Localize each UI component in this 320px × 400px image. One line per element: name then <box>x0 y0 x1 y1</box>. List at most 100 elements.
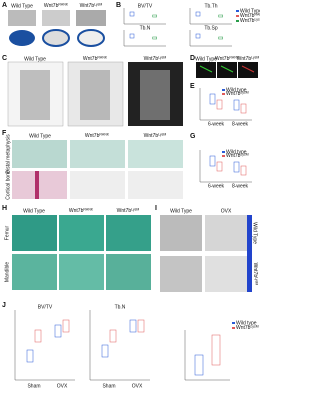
x-tick-label: 8-week <box>232 183 249 189</box>
axis <box>14 310 75 381</box>
row-label: Wnt7bLysM <box>252 263 259 286</box>
panel-letter: I <box>155 205 157 212</box>
box <box>152 14 157 18</box>
box <box>218 14 223 18</box>
panel-letter: B <box>116 2 121 9</box>
plot-title: BV/TV <box>138 3 153 9</box>
column-label: Wild Type <box>11 3 33 9</box>
box <box>209 155 216 167</box>
label-sup: LysM <box>131 207 139 211</box>
legend-label: Wild Type <box>240 8 260 14</box>
box <box>26 349 34 363</box>
panel-i-images <box>160 215 252 292</box>
label-sup: RANK <box>97 55 107 59</box>
label-base: Wnt7b <box>252 263 258 278</box>
legend-swatch <box>232 327 235 329</box>
label-sup: LysM <box>251 55 259 59</box>
legend-label: Wild type <box>226 87 247 93</box>
plot-b <box>189 30 232 47</box>
legend-label: Wnt7bRANK <box>240 12 260 19</box>
label-sup: LysM <box>158 55 166 59</box>
label-base: Wnt7b <box>226 153 241 159</box>
box <box>195 33 201 39</box>
label-sup: RANK <box>99 132 109 136</box>
box <box>137 319 145 333</box>
column-label: Wild Type <box>29 133 51 139</box>
column-label: Wnt7bLysM <box>144 55 167 62</box>
label-sup: LysM <box>250 324 258 328</box>
box <box>62 319 70 333</box>
row-label: Distal metaphysis <box>5 134 11 174</box>
legend-swatch <box>222 93 225 95</box>
column-label: Wild Type <box>24 56 46 62</box>
x-tick-label: OVX <box>132 383 143 389</box>
panel-letter: A <box>2 2 7 9</box>
axis <box>123 30 166 47</box>
x-tick-label: OVX <box>57 383 68 389</box>
label-base: Wnt7b <box>237 56 252 62</box>
panel-letter: C <box>2 55 7 62</box>
box <box>129 33 135 39</box>
label-sup: RANK <box>58 2 68 6</box>
legend-label: Wnt7bLysM <box>226 152 249 159</box>
column-label: Wnt7bLysM <box>80 2 103 9</box>
box <box>129 319 137 333</box>
column-label: Wnt7bRANK <box>44 2 69 9</box>
axis <box>189 8 232 25</box>
legend-swatch <box>232 322 235 324</box>
column-label: Wild Type <box>195 56 217 62</box>
label-base: Wnt7b <box>80 3 95 9</box>
legend-label: Wild type <box>236 320 257 326</box>
axis <box>184 330 230 381</box>
box <box>218 36 223 40</box>
panel-letter: H <box>2 205 7 212</box>
row-label: Mandible <box>4 262 10 283</box>
legend-swatch <box>222 151 225 153</box>
box <box>109 329 117 343</box>
panel-letter: F <box>2 130 7 137</box>
x-tick-label: 8-week <box>232 121 249 127</box>
axis <box>123 8 166 25</box>
column-label: Wnt7bLysM <box>117 207 140 214</box>
box <box>233 161 240 173</box>
box <box>101 344 109 358</box>
panel-letter: J <box>2 302 6 309</box>
row-label: Wild Type <box>252 222 258 244</box>
plot-b <box>123 30 166 47</box>
plot-j3 <box>184 330 230 381</box>
label-sup: LysM <box>240 152 248 156</box>
legend-swatch <box>236 10 239 12</box>
plot-title: Tb.N <box>140 25 151 31</box>
box <box>194 354 204 376</box>
label-base: Wnt7b <box>144 56 159 62</box>
legend-swatch <box>222 89 225 91</box>
column-label: Wnt7bRANK <box>83 55 108 62</box>
label-base: Wnt7b <box>236 325 251 331</box>
label-sup: LysM <box>94 2 102 6</box>
label-sup: RANK <box>229 55 239 59</box>
label-base: Wnt7b <box>69 208 84 214</box>
label-sup: LysM <box>158 132 166 136</box>
legend-label: Wnt7bLysM <box>236 324 259 331</box>
box <box>195 11 201 17</box>
panel-letter: D <box>190 55 195 62</box>
label-base: Wnt7b <box>117 208 132 214</box>
label-sup: RANK <box>254 12 260 16</box>
column-label: Wnt7bLysM <box>237 55 260 62</box>
box <box>240 165 247 176</box>
box <box>240 103 247 114</box>
x-tick-label: Sham <box>27 383 40 389</box>
axis <box>199 88 252 121</box>
box <box>216 99 223 110</box>
axis <box>199 150 252 183</box>
legend-swatch <box>236 20 239 22</box>
box <box>216 161 223 172</box>
plot-j <box>89 310 150 381</box>
axis <box>189 30 232 47</box>
plot-title: Tb.Th <box>204 3 217 9</box>
box <box>152 36 157 40</box>
label-base: Wnt7b <box>226 91 241 97</box>
legend-label: Wnt7bLysM <box>240 17 260 24</box>
plot-j <box>14 310 75 381</box>
